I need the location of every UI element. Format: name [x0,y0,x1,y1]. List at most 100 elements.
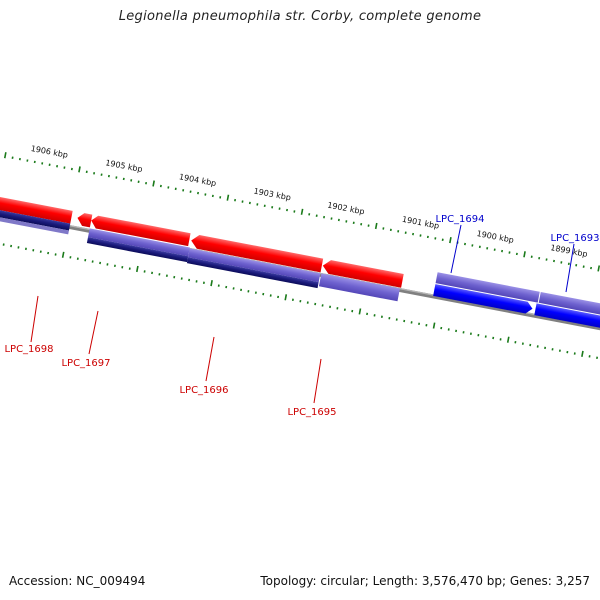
inner-scale-major-tick [61,251,65,258]
outer-scale-minor-tick [545,258,548,261]
outer-scale-minor-tick [159,184,162,188]
inner-scale-minor-tick [462,331,465,334]
gene-arrow-LPC_1696[interactable] [190,234,324,273]
inner-scale-minor-tick [329,305,332,309]
inner-scale-minor-tick [373,314,376,317]
inner-scale-major-tick [135,265,139,273]
outer-scale-minor-tick [122,177,125,181]
inner-scale-minor-tick [195,280,198,283]
callout-line-LPC_1695 [313,358,322,404]
inner-scale-minor-tick [247,290,250,293]
callout-line-LPC_1697 [88,310,99,355]
inner-scale-minor-tick [151,271,154,275]
cds-LPC_1697[interactable] [86,237,189,263]
gene-arrow-LPC_1695[interactable] [322,259,404,288]
gene-arrow-LPC_1698a[interactable] [0,195,73,224]
inner-scale-major-tick [358,308,362,315]
cds-LPC_1693[interactable] [538,291,600,328]
outer-scale-minor-tick [130,179,133,182]
gene-label-LPC_1696[interactable]: LPC_1696 [179,385,228,396]
kbp-label-1906: 1906 kbp [30,144,69,160]
outer-scale-minor-tick [189,190,192,193]
outer-scale-minor-tick [478,245,481,249]
inner-scale-minor-tick [225,285,228,289]
gene-label-LPC_1695[interactable]: LPC_1695 [287,407,336,418]
outer-scale-minor-tick [107,174,110,178]
gene-arrow-LPC_1698b[interactable] [76,212,93,228]
outer-scale-minor-tick [412,232,415,236]
inner-scale-minor-tick [514,340,517,344]
inner-scale-major-tick [581,350,584,357]
callout-line-LPC_1698 [30,295,39,343]
gene-label-LPC_1694[interactable]: LPC_1694 [435,214,484,225]
outer-scale-minor-tick [308,213,311,216]
genome-summary-label: Topology: circular; Length: 3,576,470 bp… [260,574,590,588]
outer-scale-minor-tick [582,265,585,268]
outer-scale-major-tick [449,237,452,244]
gene-LPC_1698[interactable] [0,195,93,238]
inner-scale-major-tick [506,336,510,343]
inner-scale-minor-tick [158,273,161,276]
outer-scale-minor-tick [204,193,207,196]
cds-LPC_1696-upper[interactable] [188,248,321,283]
inner-scale-minor-tick [69,256,72,259]
inner-scale-minor-tick [47,251,50,255]
gene-LPC_1694[interactable] [433,272,540,315]
gene-arrow-LPC_1697[interactable] [90,215,191,247]
outer-scale-minor-tick [263,204,266,208]
outer-scale-minor-tick [145,181,148,185]
outer-scale-minor-tick [70,167,73,171]
gene-LPC_1696[interactable] [186,234,324,289]
inner-scale-minor-tick [447,328,450,331]
callout-line-LPC_1693 [565,243,575,293]
gene-LPC_1695[interactable] [318,259,404,302]
inner-scale-minor-tick [262,292,265,296]
gene-arrow-LPC_1694[interactable] [433,284,533,315]
cds-LPC_1695[interactable] [318,273,400,302]
cds-LPC_1698[interactable] [0,208,71,231]
outer-scale-minor-tick [33,160,36,164]
outer-scale-minor-tick [256,203,259,206]
inner-scale-minor-tick [173,275,176,279]
inner-scale-minor-tick [2,243,5,246]
kbp-label-1900: 1900 kbp [476,229,515,245]
inner-scale-minor-tick [76,257,79,260]
inner-scale-minor-tick [395,318,398,321]
outer-scale-minor-tick [115,176,118,179]
inner-scale-minor-tick [477,333,480,337]
cds-LPC_1697-upper[interactable] [88,228,190,257]
cds-LPC_1694[interactable] [435,272,540,303]
outer-scale-minor-tick [441,238,444,242]
inner-scale-minor-tick [180,277,183,280]
outer-scale-minor-tick [345,220,348,223]
outer-scale-minor-tick [337,218,340,222]
gene-label-LPC_1697[interactable]: LPC_1697 [61,358,110,369]
outer-scale-minor-tick [323,215,326,219]
kbp-label-1899: 1899 kbp [550,243,589,259]
inner-scale-major-tick [210,280,213,287]
inner-scale-minor-tick [573,352,576,355]
outer-scale-minor-tick [248,201,251,205]
cds-LPC_1696[interactable] [186,257,319,289]
gene-arrow-LPC_1693[interactable] [534,303,600,340]
inner-scale-major-tick [432,322,436,329]
outer-scale-minor-tick [389,228,392,232]
inner-scale-minor-tick [84,258,87,262]
outer-scale-minor-tick [397,230,400,233]
outer-scale-minor-tick [560,261,563,264]
inner-scale-minor-tick [143,270,146,273]
outer-scale-minor-tick [18,157,21,161]
inner-scale-minor-tick [106,263,109,266]
gene-LPC_1693[interactable] [534,291,600,340]
gene-label-LPC_1693[interactable]: LPC_1693 [550,233,599,244]
inner-scale-minor-tick [269,294,272,297]
outer-scale-minor-tick [360,222,363,226]
inner-scale-minor-tick [32,249,35,252]
outer-scale-minor-tick [271,206,274,209]
outer-scale-minor-tick [174,187,177,191]
gene-LPC_1697[interactable] [86,215,193,263]
gene-label-LPC_1698[interactable]: LPC_1698 [4,344,53,355]
inner-scale-minor-tick [558,349,561,352]
inner-scale-minor-tick [425,324,428,327]
outer-scale-minor-tick [11,156,14,159]
